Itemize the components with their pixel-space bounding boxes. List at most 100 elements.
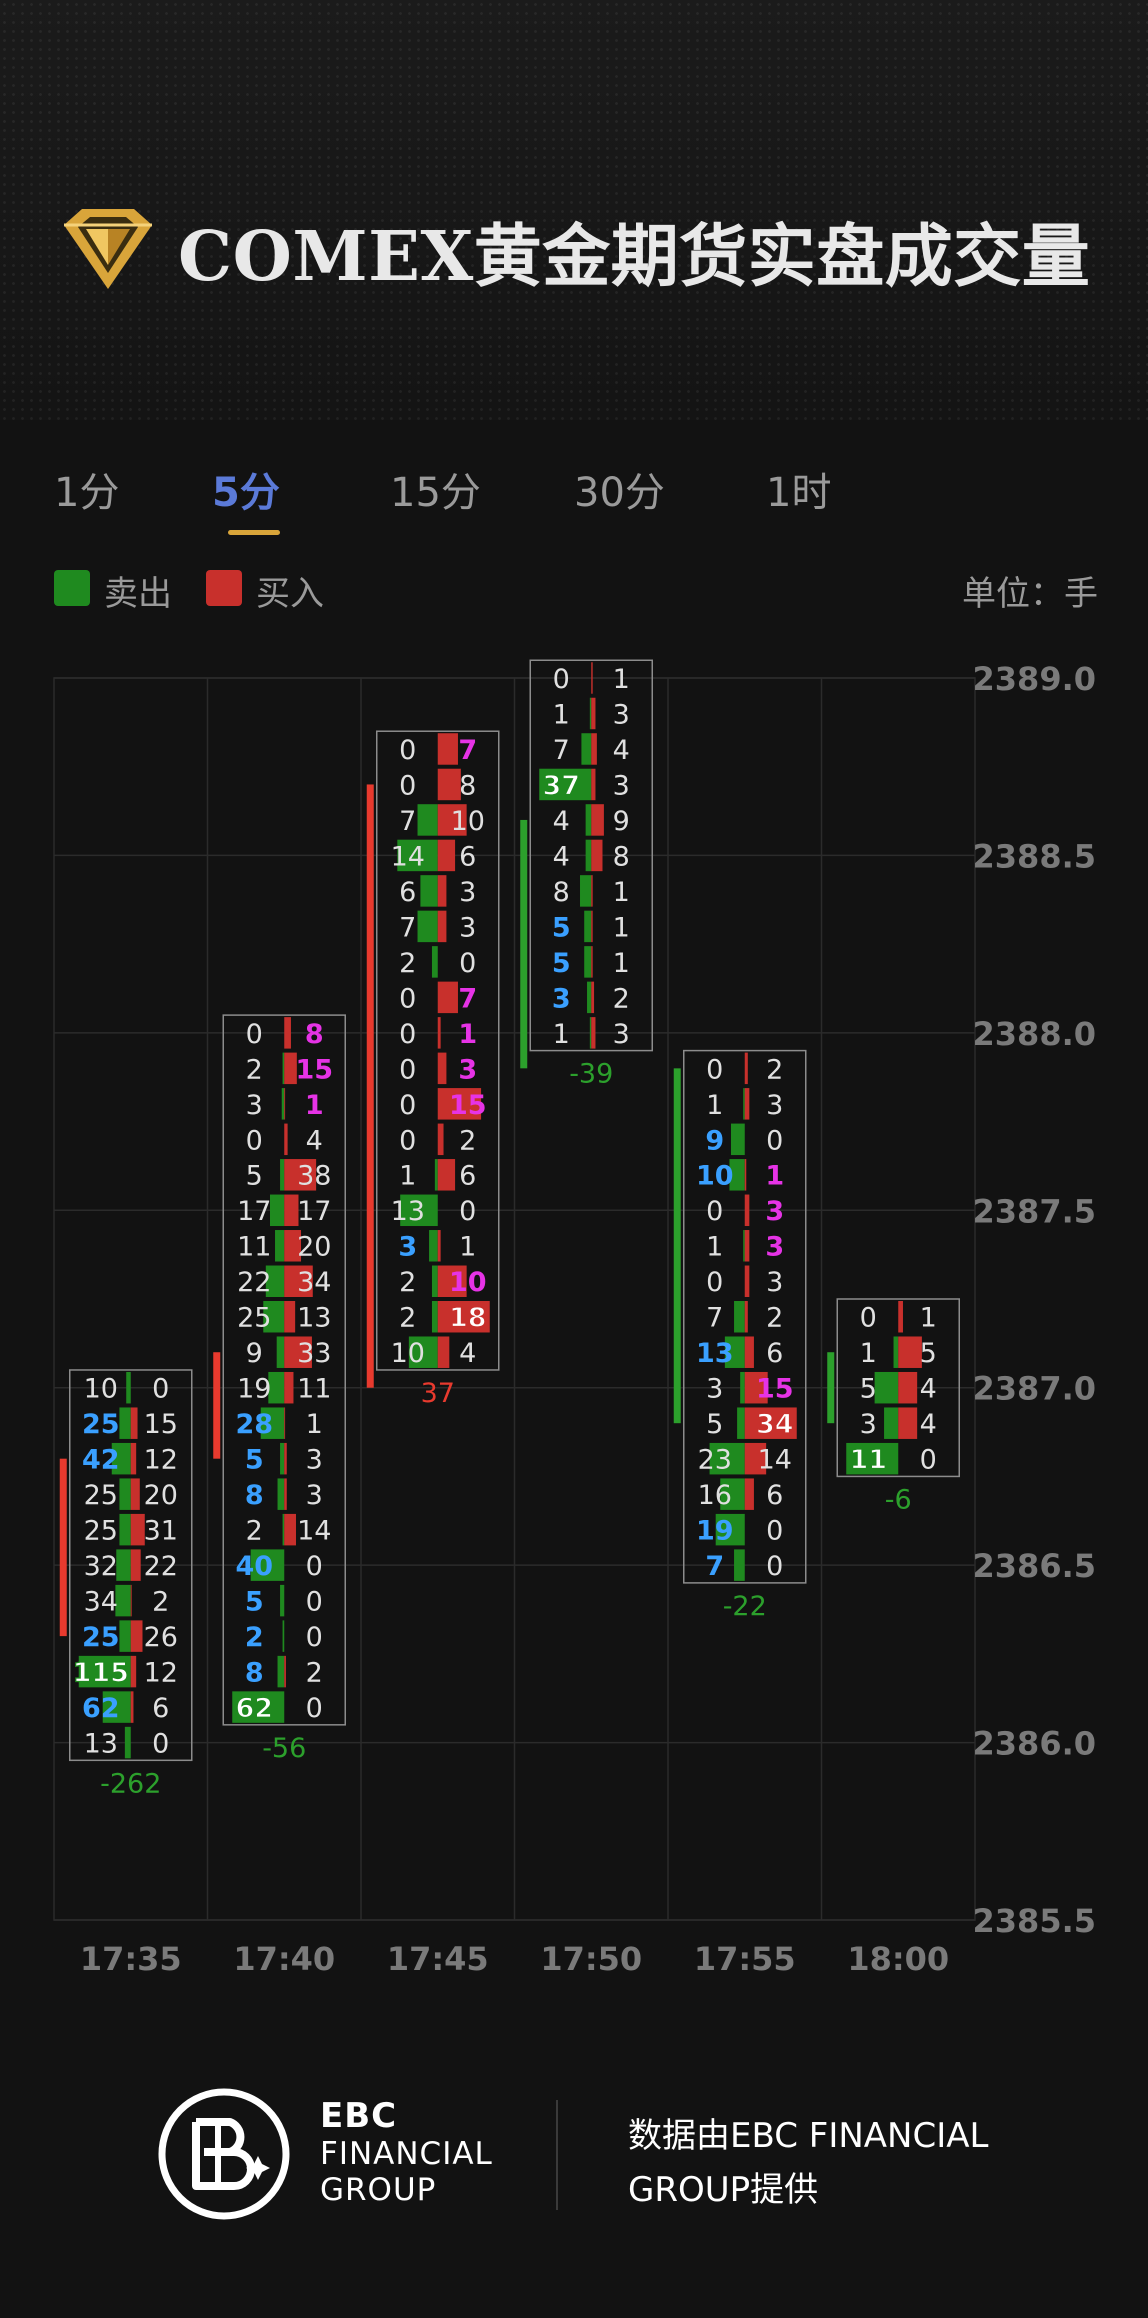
sell-volume-bar: [431, 1265, 438, 1297]
sell-volume-value: 40: [235, 1551, 273, 1582]
sell-volume-bar: [737, 1407, 745, 1439]
buy-volume-value: 10: [449, 1267, 487, 1298]
sell-volume-value: 22: [237, 1267, 271, 1298]
buy-volume-bar: [744, 1052, 748, 1085]
buy-volume-bar: [744, 1371, 768, 1404]
sell-volume-bar: [740, 1371, 745, 1404]
sell-volume-value: 4: [553, 806, 570, 837]
sell-volume-value: 25: [84, 1480, 118, 1511]
buy-volume-value: 6: [459, 1161, 476, 1192]
buy-volume-bar: [744, 1230, 750, 1262]
footprint-box: [69, 1369, 193, 1762]
buy-volume-bar: [898, 1301, 903, 1333]
brand-financial: FINANCIAL: [320, 2136, 493, 2172]
buy-volume-bar: [591, 733, 597, 765]
buy-volume-value: 18: [449, 1303, 487, 1334]
sell-volume-bar: [429, 1230, 438, 1262]
buy-volume-value: 13: [297, 1303, 331, 1334]
buy-volume-bar: [898, 1336, 922, 1368]
buy-volume-bar: [130, 1549, 141, 1581]
buy-volume-value: 1: [458, 1019, 477, 1050]
y-tick-label: 2385.5: [973, 1902, 1096, 1940]
sell-volume-value: 13: [696, 1338, 734, 1369]
sell-volume-value: 0: [399, 1019, 416, 1050]
brand-ebc: EBC: [320, 2096, 398, 2136]
footprint-box: [529, 659, 653, 1052]
buy-volume-bar: [744, 1194, 750, 1227]
sell-volume-bar: [280, 1584, 285, 1617]
buy-volume-bar: [284, 1336, 312, 1368]
buy-volume-value: 1: [306, 1409, 323, 1440]
sell-volume-bar: [250, 1549, 285, 1581]
tab-15min[interactable]: 15分: [390, 470, 481, 516]
sell-volume-value: 0: [706, 1054, 723, 1085]
sell-volume-bar: [280, 1159, 285, 1191]
sell-legend-label: 卖出: [104, 574, 172, 614]
sell-volume-bar: [434, 1159, 438, 1191]
buy-volume-value: 12: [144, 1445, 178, 1476]
buy-volume-value: 0: [766, 1125, 783, 1156]
buy-volume-value: 22: [144, 1551, 178, 1582]
sell-volume-bar: [282, 1513, 285, 1546]
sell-volume-value: 5: [552, 912, 571, 943]
sell-volume-bar: [420, 875, 438, 907]
y-tick-label: 2387.0: [973, 1370, 1096, 1408]
candle-body: [827, 1352, 835, 1424]
buy-volume-bar: [437, 1159, 456, 1191]
buy-volume-value: 5: [920, 1338, 937, 1369]
buy-volume-value: 14: [297, 1516, 331, 1547]
delta-value: 37: [421, 1378, 455, 1409]
buy-volume-value: 0: [920, 1445, 937, 1476]
sell-volume-bar: [111, 1442, 131, 1475]
sell-volume-value: 0: [553, 664, 570, 695]
sell-volume-bar: [275, 1230, 285, 1262]
buy-volume-bar: [437, 1336, 450, 1368]
buy-volume-value: 3: [613, 699, 630, 730]
buy-volume-bar: [130, 1407, 138, 1439]
tab-1min[interactable]: 1分: [54, 470, 120, 516]
buy-volume-bar: [591, 981, 595, 1014]
sell-volume-bar: [282, 1052, 285, 1085]
buy-swatch: [206, 570, 242, 606]
sell-volume-value: 7: [705, 1551, 724, 1582]
x-tick-label: 17:55: [694, 1940, 796, 1978]
buy-volume-value: 6: [459, 841, 476, 872]
sell-volume-value: 0: [246, 1125, 263, 1156]
sell-volume-value: 7: [399, 806, 416, 837]
sell-volume-value: 3: [706, 1374, 723, 1405]
timeframe-tabs: 1分 5分 15分 30分 1时: [0, 452, 1148, 542]
y-tick-label: 2386.5: [973, 1547, 1096, 1585]
buy-volume-bar: [591, 697, 596, 730]
sell-volume-value: 0: [399, 1054, 416, 1085]
sell-volume-value: 23: [698, 1445, 732, 1476]
tab-5min[interactable]: 5分: [212, 470, 280, 516]
buy-volume-value: 0: [306, 1622, 323, 1653]
buy-volume-value: 15: [756, 1374, 794, 1405]
sell-volume-value: 2: [245, 1622, 264, 1653]
buy-volume-bar: [437, 804, 467, 836]
tab-30min[interactable]: 30分: [574, 470, 665, 516]
buy-volume-value: 34: [756, 1409, 794, 1440]
buy-volume-bar: [437, 875, 447, 907]
sell-volume-value: 5: [552, 948, 571, 979]
tab-1hour[interactable]: 1时: [766, 470, 832, 516]
buy-volume-value: 3: [613, 1019, 630, 1050]
sell-volume-value: 8: [553, 877, 570, 908]
sell-volume-bar: [589, 1017, 592, 1049]
buy-volume-value: 4: [920, 1374, 937, 1405]
sell-volume-bar: [584, 910, 592, 943]
sell-volume-value: 5: [245, 1445, 264, 1476]
buy-volume-bar: [744, 1088, 750, 1120]
sell-volume-value: 7: [706, 1303, 723, 1334]
sell-volume-value: 4: [553, 841, 570, 872]
sell-volume-value: 10: [391, 1338, 425, 1369]
buy-volume-bar: [898, 1407, 918, 1439]
sell-volume-value: 7: [399, 912, 416, 943]
sell-volume-bar: [589, 697, 592, 730]
sell-volume-value: 14: [391, 841, 425, 872]
sell-volume-bar: [417, 804, 438, 836]
sell-volume-bar: [431, 946, 438, 978]
buy-volume-bar: [744, 1407, 797, 1439]
sell-volume-bar: [124, 1726, 131, 1759]
candle-body: [59, 1458, 67, 1637]
